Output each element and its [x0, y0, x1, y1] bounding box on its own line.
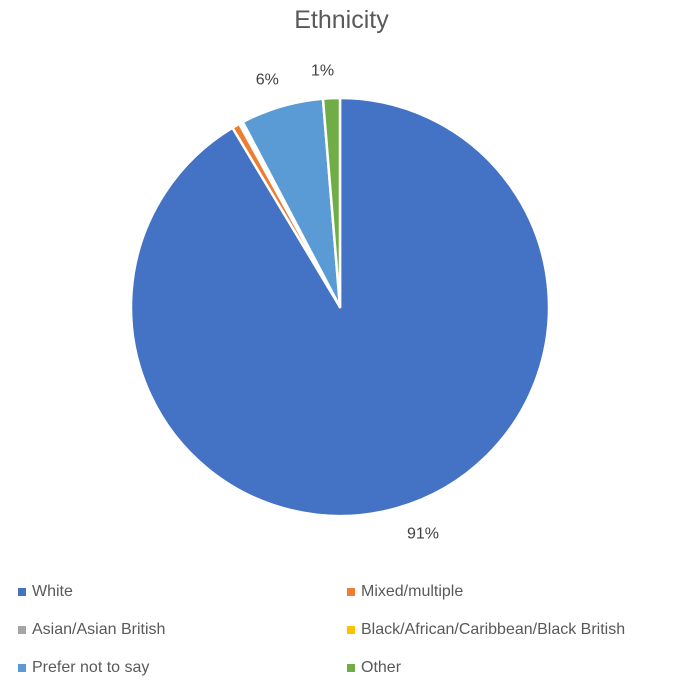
pie-slice-other	[321, 96, 342, 309]
data-label: 6%	[256, 71, 279, 88]
data-label: 1%	[311, 62, 334, 79]
data-label: 91%	[407, 526, 439, 543]
chart-title: Ethnicity	[294, 6, 389, 34]
